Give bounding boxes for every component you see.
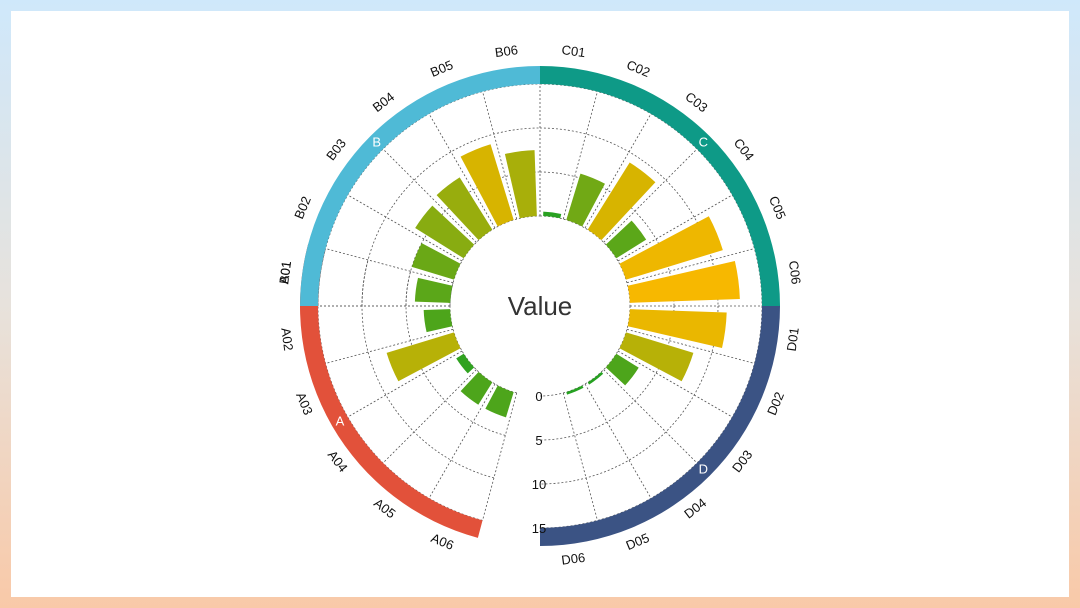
grid-spoke xyxy=(382,369,477,464)
category-label-A02: A05 xyxy=(371,495,398,521)
scale-label-15: 15 xyxy=(532,521,546,536)
bar-A05 xyxy=(423,309,453,333)
bar-C01 xyxy=(543,211,562,219)
category-label-D01: D01 xyxy=(784,326,802,352)
bar-A02 xyxy=(460,371,493,405)
sector-label-A: A xyxy=(336,414,345,429)
bar-D05 xyxy=(566,385,584,395)
category-label-B04: B04 xyxy=(370,89,397,115)
grid-spoke xyxy=(584,113,652,229)
grid-spoke xyxy=(325,248,454,284)
grid-circle-15 xyxy=(317,83,541,307)
bar-B02 xyxy=(411,243,461,280)
chart-grid xyxy=(317,83,763,529)
category-label-B01: B01 xyxy=(276,260,294,285)
grid-spoke xyxy=(617,350,733,418)
grid-spoke xyxy=(584,383,652,499)
grid-circle-10 xyxy=(539,305,719,485)
bar-C05 xyxy=(619,216,723,280)
bar-A04 xyxy=(386,332,461,382)
sector-band-C xyxy=(540,66,780,306)
bar-C04 xyxy=(605,220,647,259)
grid-spoke xyxy=(347,350,463,418)
grid-circle-5 xyxy=(405,271,506,436)
radial-scale: 0 5 10 15 xyxy=(532,389,546,536)
category-label-D06: D06 xyxy=(560,550,586,568)
grid-spoke xyxy=(617,194,733,262)
grid-spoke xyxy=(347,194,463,262)
category-label-A06: A01 xyxy=(276,260,294,285)
category-label-A04: A03 xyxy=(293,390,316,417)
sector-label-D: D xyxy=(699,461,708,476)
category-label-C04: C04 xyxy=(731,135,757,163)
bar-D01 xyxy=(627,309,727,349)
bar-C02 xyxy=(566,173,605,227)
bar-D04 xyxy=(587,371,604,385)
bar-C03 xyxy=(587,162,656,241)
sector-label-C: C xyxy=(699,135,708,150)
grid-circle-15 xyxy=(539,305,763,529)
grid-spoke xyxy=(482,91,518,220)
grid-spoke xyxy=(562,392,598,521)
sector-band-D xyxy=(540,306,780,546)
grid-circle-10 xyxy=(361,127,541,307)
scale-label-10: 10 xyxy=(532,477,546,492)
grid-spoke xyxy=(482,392,518,521)
chart-card: A B C D A06 A05 A04 A03 A02 A01 B01 B02 B03 B04 B05 B0… xyxy=(11,11,1069,597)
bar-B05 xyxy=(460,144,514,227)
sector-band-B xyxy=(300,66,540,306)
scale-label-5: 5 xyxy=(535,433,542,448)
grid-spoke xyxy=(626,328,755,364)
grid-spoke xyxy=(603,369,698,464)
category-label-B06: B06 xyxy=(494,42,519,60)
scale-label-0: 0 xyxy=(535,389,542,404)
category-label-A05: A02 xyxy=(278,327,296,352)
bar-B04 xyxy=(436,177,493,241)
chart-title: Value xyxy=(508,291,573,321)
bar-D02 xyxy=(619,332,694,382)
category-label-A03: A04 xyxy=(325,447,351,474)
category-label-D03: D03 xyxy=(729,447,755,475)
bar-B06 xyxy=(504,150,537,219)
grid-spoke xyxy=(325,328,454,364)
bar-A01 xyxy=(485,385,514,418)
category-label-C03: C03 xyxy=(682,89,710,115)
grid-spoke xyxy=(626,248,755,284)
bar-B01 xyxy=(414,277,453,303)
category-label-D04: D04 xyxy=(681,495,709,521)
sector-label-B: B xyxy=(372,135,381,150)
category-label-D02: D02 xyxy=(764,390,787,418)
bar-A03 xyxy=(456,353,475,374)
grid-spoke xyxy=(428,113,496,229)
category-label-D05: D05 xyxy=(624,530,652,553)
sector-ring: A B C D xyxy=(300,66,780,546)
chart-bars xyxy=(386,144,740,418)
grid-spoke xyxy=(603,148,698,243)
category-label-C02: C02 xyxy=(624,57,652,80)
category-label-B03: B03 xyxy=(323,136,349,163)
category-label-C05: C05 xyxy=(766,194,789,222)
bar-C06 xyxy=(627,261,740,303)
category-label-C01: C01 xyxy=(561,42,587,60)
category-label-A01: A06 xyxy=(429,530,456,553)
bar-D03 xyxy=(605,353,639,386)
bar-B03 xyxy=(415,205,475,259)
grid-spoke xyxy=(562,91,598,220)
category-label-B05: B05 xyxy=(428,57,455,80)
category-label-C06: C06 xyxy=(786,260,804,286)
grid-spoke xyxy=(428,383,496,499)
category-label-B02: B02 xyxy=(291,194,314,221)
grid-circle-10 xyxy=(361,259,495,479)
grid-spoke xyxy=(382,148,477,243)
